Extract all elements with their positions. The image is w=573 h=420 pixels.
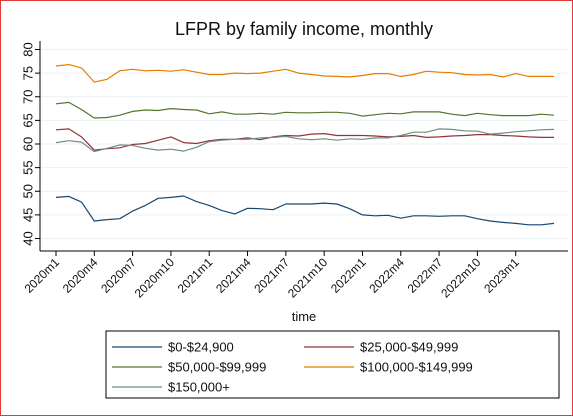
- y-tick-label: 70: [21, 90, 36, 104]
- plot-area: 40 45 50 55 60 65 70 75 80 2020m12020m42020m7202…: [21, 41, 568, 301]
- y-tick-label: 40: [21, 231, 36, 245]
- y-tick-label: 50: [21, 184, 36, 198]
- legend: $0-$24,900 $25,000-$49,999 $50,000-$99,999…: [105, 330, 560, 399]
- series-line: [55, 128, 554, 151]
- x-tick-label: 2021m1: [175, 255, 216, 296]
- legend-label: $150,000+: [168, 380, 230, 395]
- legend-label: $25,000-$49,999: [360, 340, 458, 355]
- chart-title: LFPR by family income, monthly: [175, 19, 433, 39]
- legend-label: $50,000-$99,999: [168, 360, 266, 375]
- series-line: [55, 101, 555, 119]
- plot-background: [40, 41, 568, 251]
- x-axis-label: time: [292, 309, 317, 324]
- x-tick-label: 2022m4: [366, 255, 407, 296]
- y-tick-label: 75: [21, 66, 36, 80]
- x-tick-label: 2020m1: [22, 255, 63, 296]
- grid: [40, 49, 568, 239]
- x-tick-label: 2020m4: [60, 255, 101, 296]
- legend-box: [105, 330, 560, 399]
- y-tick-label: 60: [21, 137, 36, 151]
- y-tick-label: 55: [21, 160, 36, 174]
- x-tick-label: 2022m1: [328, 255, 369, 296]
- y-axis-ticks: 40 45 50 55 60 65 70 75 80: [21, 42, 40, 246]
- series-line: [55, 128, 555, 153]
- y-tick-label: 45: [21, 208, 36, 222]
- x-tick-label: 2020m10: [132, 255, 178, 301]
- series-line: [55, 195, 555, 226]
- x-tick-label: 2021m10: [285, 255, 331, 301]
- legend-label: $0-$24,900: [168, 340, 234, 355]
- legend-label: $100,000-$149,999: [360, 360, 473, 375]
- x-axis-ticks: 2020m12020m42020m72020m102021m12021m4202…: [22, 251, 522, 301]
- y-tick-label: 80: [21, 42, 36, 56]
- x-tick-label: 2023m1: [481, 255, 522, 296]
- series-line: [55, 63, 554, 83]
- y-tick-label: 65: [21, 113, 36, 127]
- series-lines: [55, 63, 555, 226]
- x-tick-label: 2021m4: [213, 255, 254, 296]
- x-tick-label: 2022m10: [438, 255, 484, 301]
